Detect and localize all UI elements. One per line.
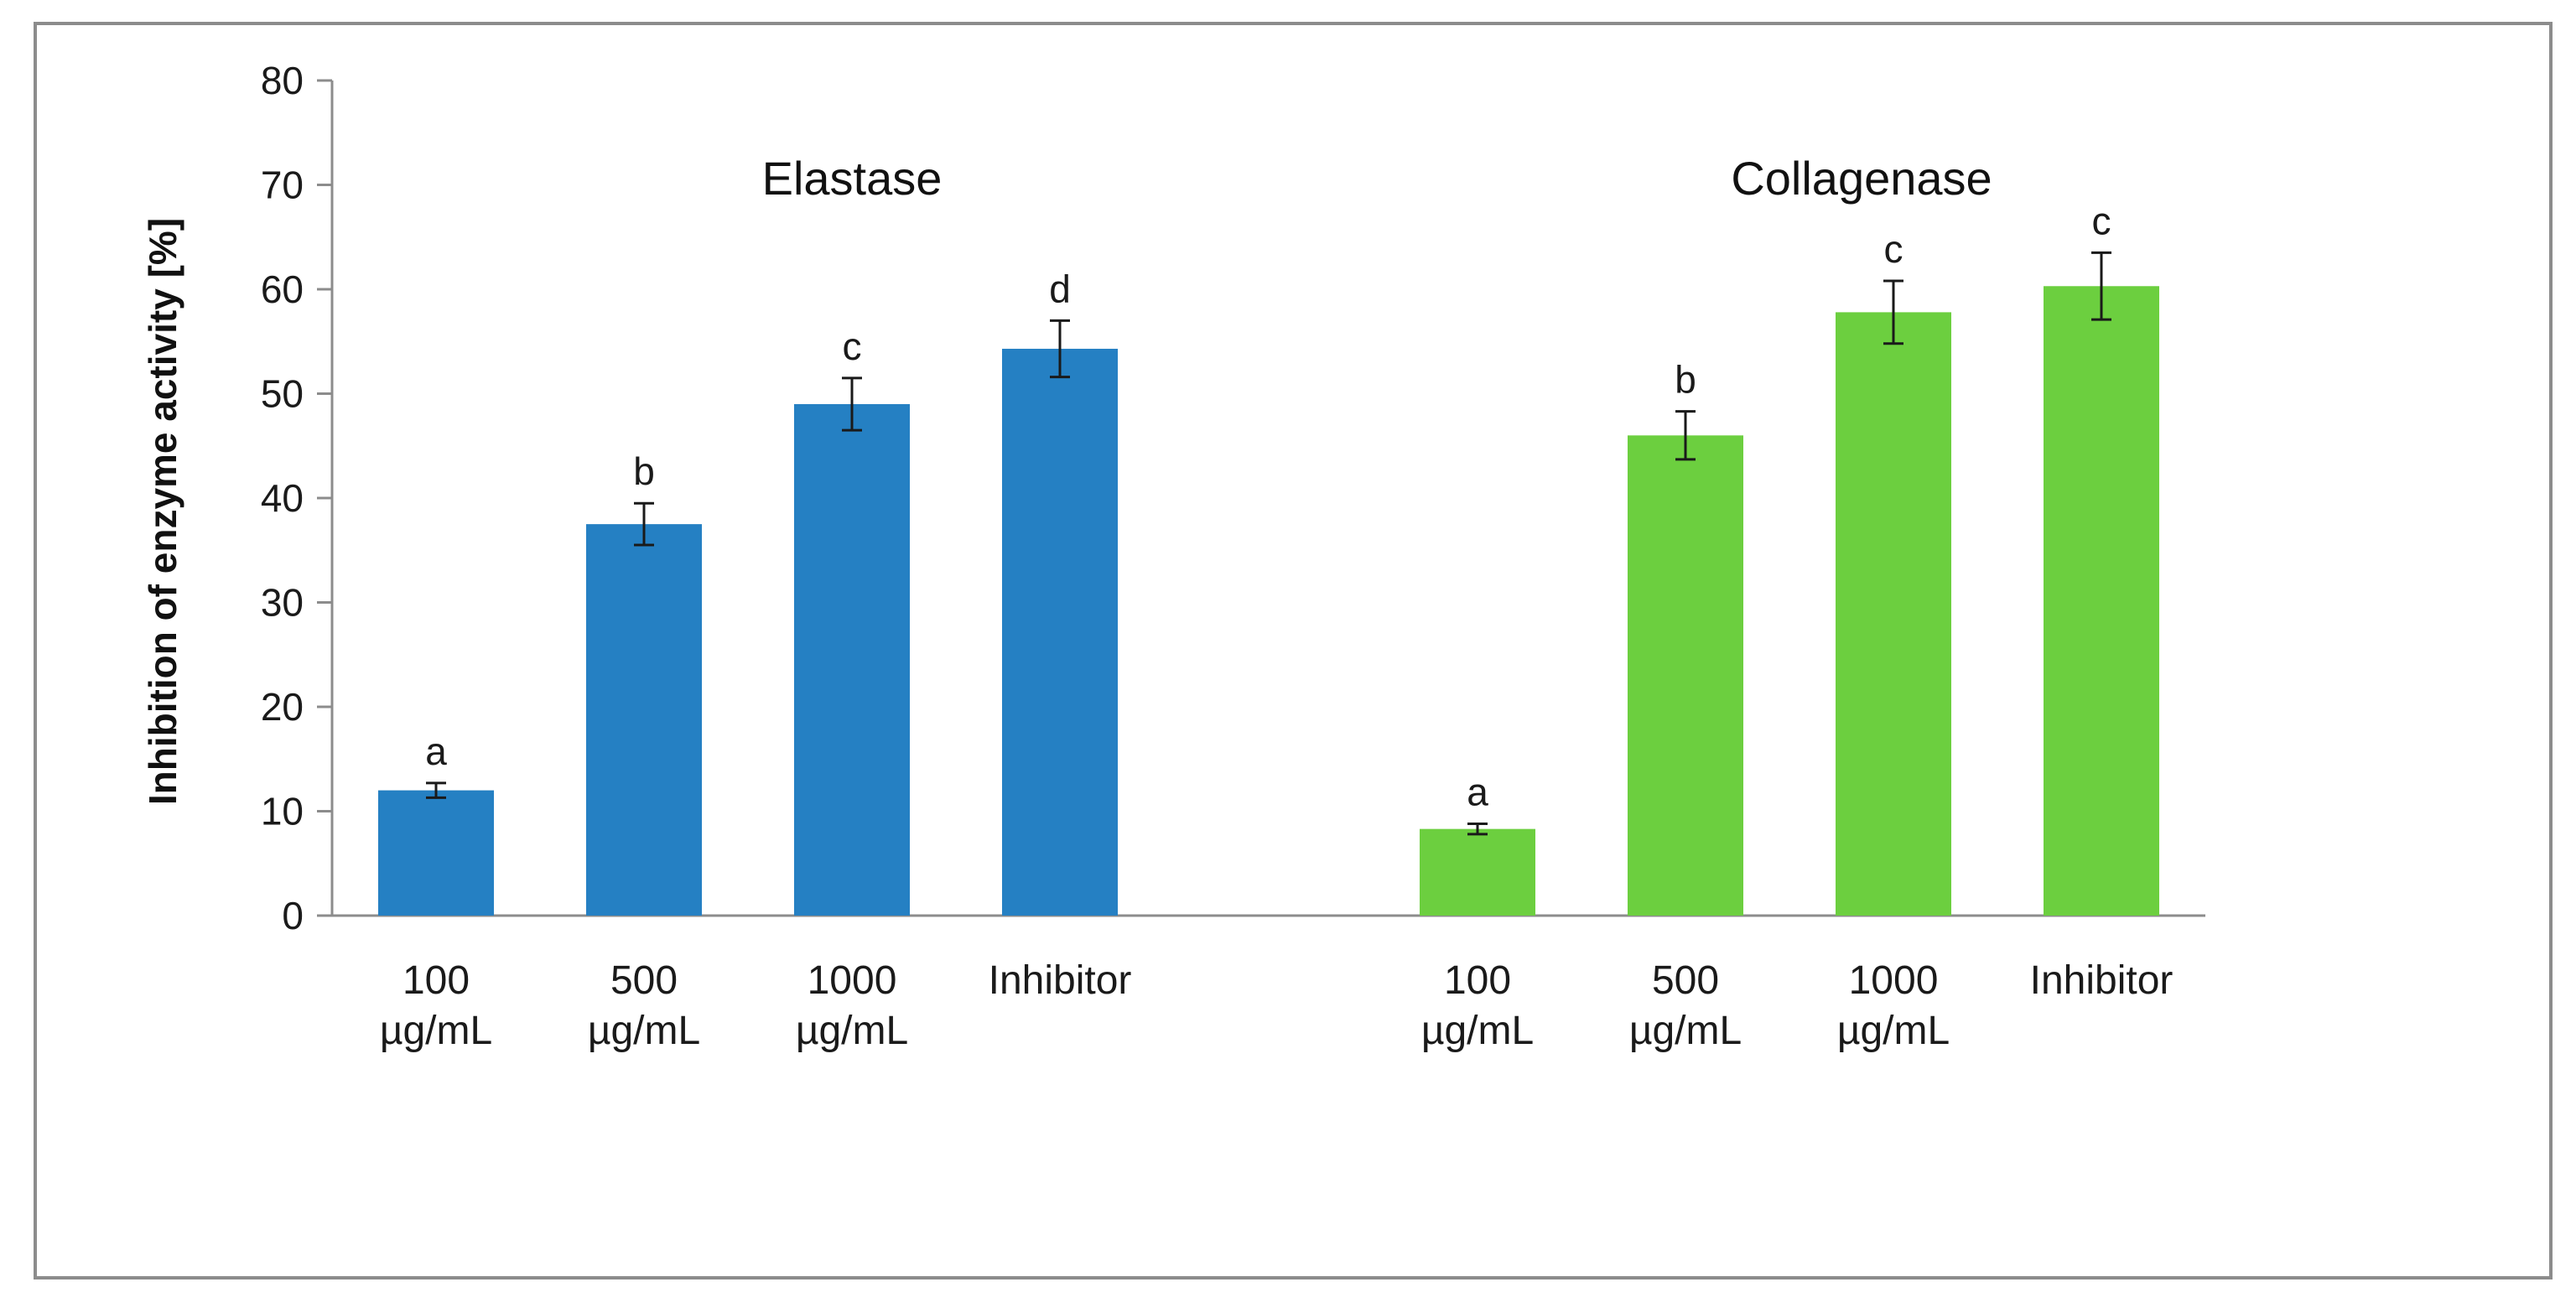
category-label-line: µg/mL [588,1009,700,1053]
y-tick-label: 70 [261,164,304,207]
error-bar-elastase-2 [842,376,862,432]
error-bar-collagenase-2 [1883,279,1903,345]
error-bar-collagenase-3 [2091,251,2111,321]
error-bar-elastase-1 [634,501,654,547]
category-label: 1000 µg/mL [1837,958,1950,1053]
category-label-line: µg/mL [380,1009,492,1053]
significance-letter: b [1675,358,1696,402]
bar-collagenase-3 [2044,286,2159,916]
category-label-line: µg/mL [1837,1009,1950,1053]
y-tick-label: 60 [261,267,304,311]
category-label-line: 100 [402,958,470,1003]
error-bar-collagenase-1 [1675,410,1696,461]
category-label-line: µg/mL [1421,1009,1534,1053]
category-label: Inhibitor [989,958,1132,1003]
category-label-line: 1000 [808,958,897,1003]
bar-collagenase-2 [1836,312,1951,916]
error-bar-collagenase-0 [1467,822,1488,836]
category-label-line: µg/mL [796,1009,908,1053]
category-label-line: 500 [610,958,678,1003]
y-axis-title: Inhibition of enzyme activity [%] [141,218,184,805]
bar-elastase-3 [1002,348,1118,916]
category-label-line: µg/mL [1629,1009,1742,1053]
significance-letter: a [1467,770,1488,813]
group-title-elastase: Elastase [762,152,943,205]
group-title-collagenase: Collagenase [1731,152,1992,205]
bar-elastase-2 [794,403,910,916]
significance-letter: d [1049,267,1071,310]
y-tick-label: 0 [282,894,304,937]
y-tick-label: 10 [261,790,304,833]
category-label-line: 500 [1652,958,1719,1003]
bar-collagenase-1 [1628,435,1743,916]
significance-letter: c [1884,227,1903,271]
category-label: 500 µg/mL [588,958,700,1053]
category-label: 500 µg/mL [1629,958,1742,1053]
significance-letter: c [2092,199,2111,242]
bar-elastase-1 [586,524,702,916]
y-tick-label: 50 [261,372,304,416]
category-label: 100 µg/mL [1421,958,1534,1053]
error-bar-elastase-3 [1050,319,1070,379]
category-label: Inhibitor [2030,958,2174,1003]
category-label-line: Inhibitor [2030,958,2174,1003]
bar-collagenase-0 [1420,828,1535,916]
significance-letter: a [425,729,447,773]
y-tick-label: 20 [261,685,304,729]
category-label-line: Inhibitor [989,958,1132,1003]
significance-letter: c [843,324,862,368]
error-bar-elastase-0 [426,781,446,799]
y-tick-label: 40 [261,476,304,520]
category-label: 1000 µg/mL [796,958,908,1053]
y-tick-label: 80 [261,59,304,102]
y-tick-label: 30 [261,581,304,625]
category-label-line: 1000 [1849,958,1939,1003]
bar-elastase-0 [378,790,494,916]
category-label: 100 µg/mL [380,958,492,1053]
category-label-line: 100 [1444,958,1511,1003]
significance-letter: b [633,449,655,493]
